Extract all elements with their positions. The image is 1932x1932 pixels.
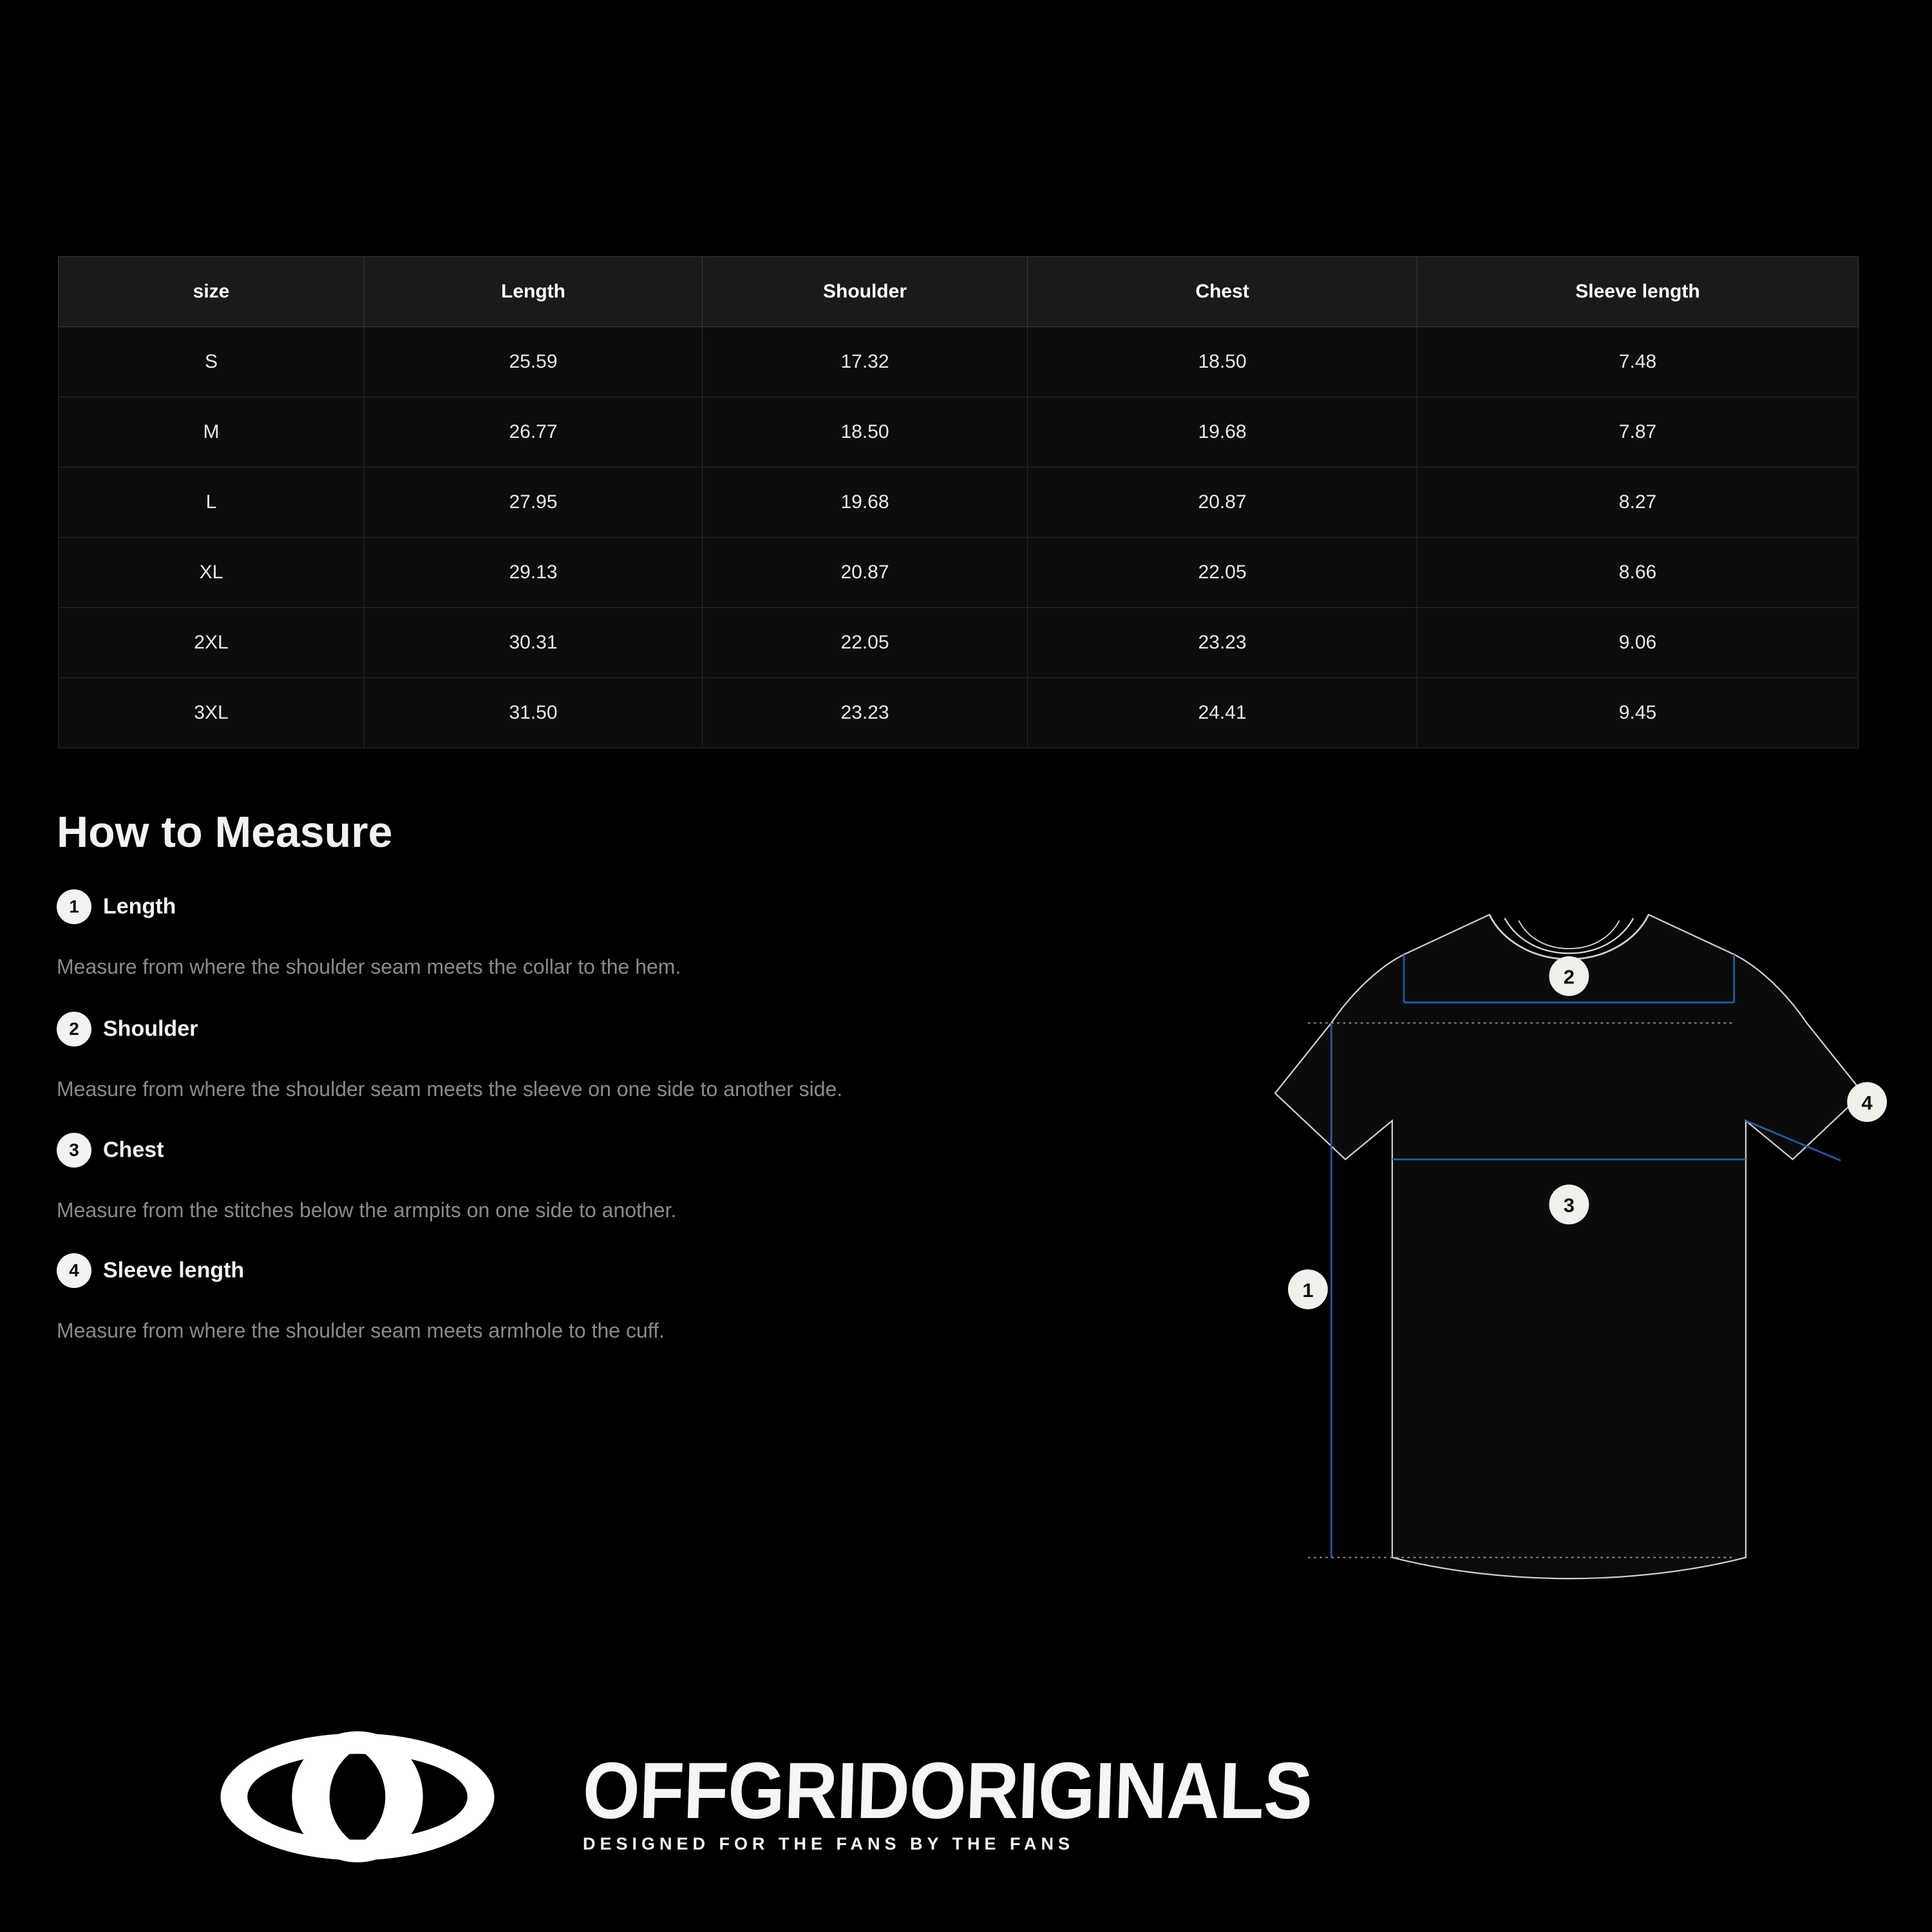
svg-text:2: 2 (1564, 966, 1575, 989)
svg-text:1: 1 (1302, 1279, 1313, 1302)
svg-text:4: 4 (1861, 1092, 1873, 1114)
svg-text:3: 3 (1564, 1194, 1575, 1217)
